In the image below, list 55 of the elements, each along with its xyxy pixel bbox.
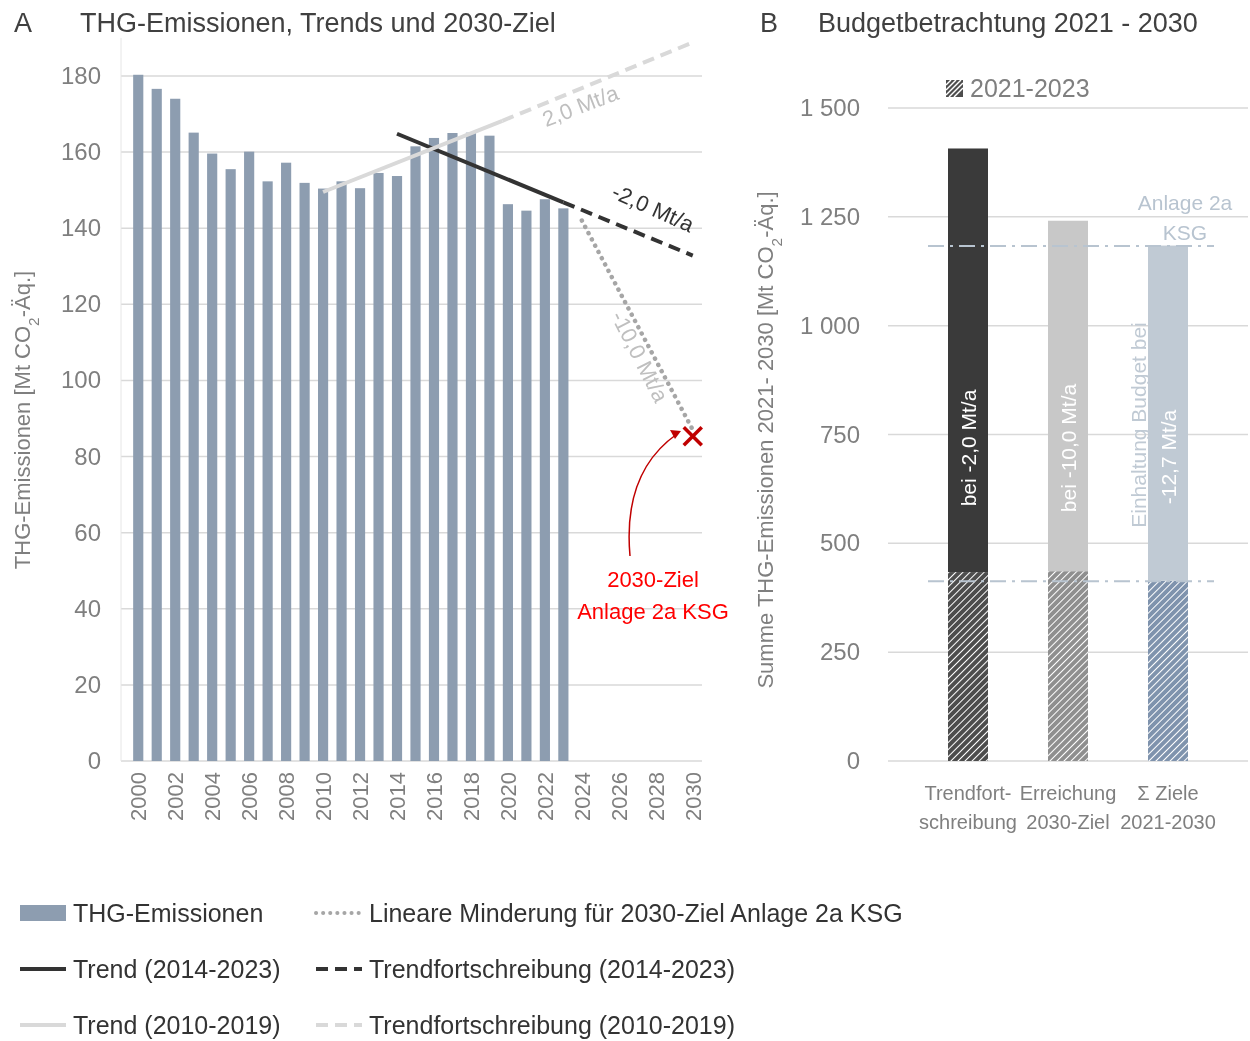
- x-tick-label: 2010: [311, 772, 337, 821]
- x-tick-label: 2008: [274, 772, 300, 821]
- legend-label: 2021-2023: [970, 74, 1090, 102]
- x-tick-label: 2030: [680, 772, 706, 821]
- y-tick-label: 100: [60, 366, 101, 394]
- x-tick-label: 2014: [385, 772, 411, 821]
- x-tick-label: Σ Ziele 2021-2030: [1120, 782, 1216, 833]
- x-tick-label: 2002: [163, 772, 189, 821]
- y-tick-label: 80: [74, 442, 101, 470]
- ref-line-label: Anlage 2a KSG: [1137, 191, 1233, 244]
- x-tick-label: 2026: [606, 772, 632, 821]
- legend-label: Trend (2014-2023): [73, 955, 281, 983]
- y-tick-label: 160: [60, 138, 101, 166]
- x-tick-label: 2020: [495, 772, 521, 821]
- annotation: 2030-Ziel Anlage 2a KSG: [577, 567, 729, 624]
- y-tick-label: 0: [87, 747, 101, 774]
- legend-label: Trendfortschreibung (2014-2023): [369, 955, 735, 983]
- y-tick-label: 20: [74, 670, 101, 698]
- y-tick-label: 1 500: [799, 94, 860, 121]
- x-tick-label: Erreichung 2030-Ziel: [1019, 782, 1117, 833]
- legend-label: THG-Emissionen: [73, 899, 264, 927]
- x-tick-label: 2006: [237, 772, 263, 821]
- x-tick-label: 2000: [126, 772, 152, 821]
- annotation: -2,0 Mt/a: [608, 179, 699, 238]
- y-tick-label: 0: [846, 747, 860, 774]
- x-tick-label: 2022: [532, 772, 558, 821]
- y-tick-label: 40: [74, 594, 101, 622]
- y-tick-label: 180: [60, 61, 101, 89]
- x-tick-label: 2024: [569, 772, 595, 821]
- text: A: [14, 8, 33, 38]
- x-tick-label: 2016: [421, 772, 447, 821]
- y-tick-label: 750: [819, 420, 860, 448]
- x-tick-label: 2018: [458, 772, 484, 821]
- y-tick-label: 1 000: [799, 311, 860, 339]
- y-tick-label: 120: [60, 290, 101, 318]
- chart-title: Budgetbetrachtung 2021 - 2030: [818, 8, 1198, 38]
- y-tick-label: 500: [819, 529, 860, 557]
- y-tick-label: 1 250: [799, 202, 860, 230]
- annotation: Einhaltung Budget bei: [1127, 322, 1150, 528]
- legend-label: Lineare Minderung für 2030-Ziel Anlage 2a KSG: [369, 899, 903, 927]
- chart-title: THG-Emissionen, Trends und 2030-Ziel: [80, 8, 556, 38]
- y-tick-label: 60: [74, 518, 101, 546]
- annotation: -12,7 Mt/a: [1157, 409, 1180, 505]
- legend-label: Trend (2010-2019): [73, 1011, 281, 1039]
- x-tick-label: 2004: [200, 772, 226, 821]
- x-tick-label: Trendfort- schreibung: [919, 782, 1017, 833]
- y-tick-label: 140: [60, 214, 101, 242]
- text: B: [760, 8, 779, 38]
- x-tick-label: 2028: [643, 772, 669, 821]
- x-tick-label: 2012: [348, 772, 374, 821]
- annotation: -10,0 Mt/a: [606, 306, 674, 408]
- y-tick-label: 250: [819, 638, 860, 666]
- annotation: bei -2,0 Mt/a: [957, 389, 980, 507]
- legend-label: Trendfortschreibung (2010-2019): [369, 1011, 735, 1039]
- annotation: 2,0 Mt/a: [538, 79, 623, 132]
